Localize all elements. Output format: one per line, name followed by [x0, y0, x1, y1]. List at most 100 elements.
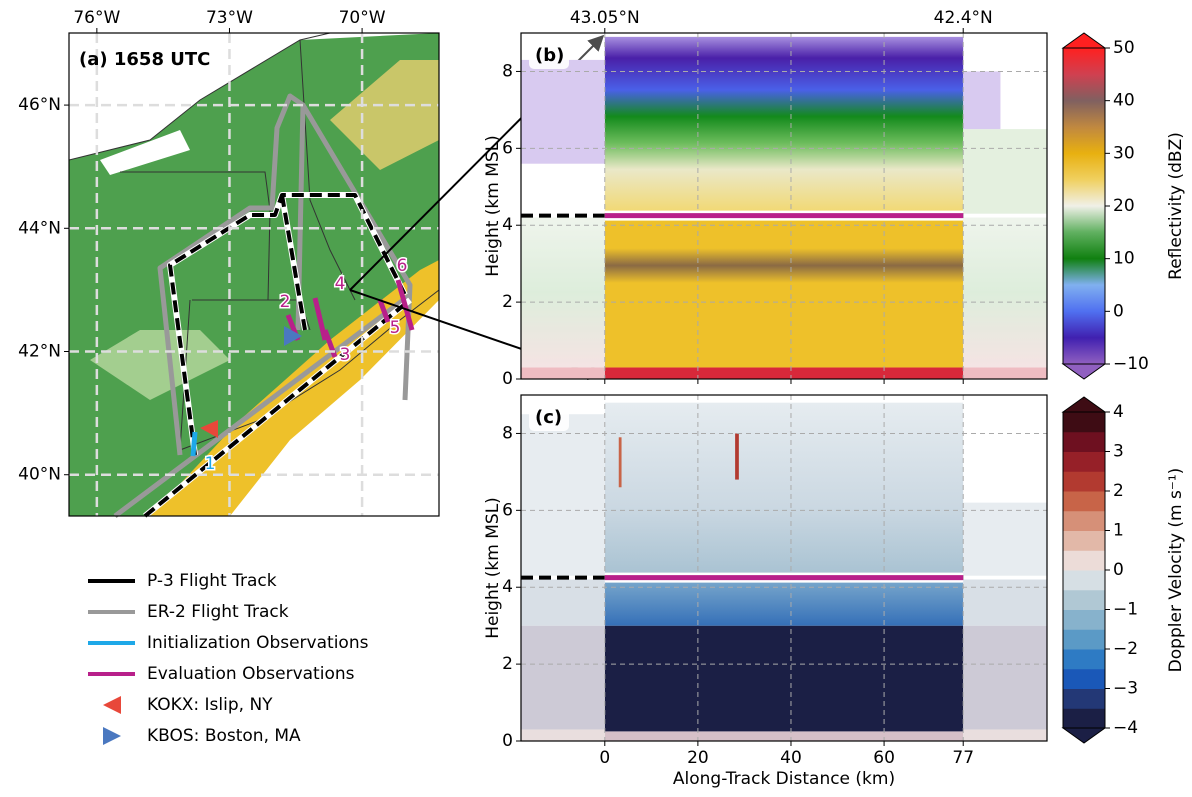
eval-segment	[285, 279, 415, 358]
colorbar-tick-label: 1	[1113, 521, 1124, 541]
colorbar-tick-label: 2	[1113, 481, 1124, 501]
legend-label: KBOS: Boston, MA	[147, 726, 301, 746]
y-tick-label: 8	[502, 61, 513, 81]
colorbar-tick-label: 10	[1113, 249, 1135, 269]
colorbar-tick-label: 0	[1113, 560, 1124, 580]
x-tick-label: 70°W	[339, 8, 386, 28]
legend-swatch	[103, 696, 121, 714]
segment-label: 1	[205, 454, 216, 474]
field-region	[521, 217, 605, 368]
colorbar-tick-label: 50	[1113, 38, 1135, 58]
colorbar-extend	[1061, 363, 1107, 380]
precip-band	[330, 60, 439, 170]
legend-label: Initialization Observations	[147, 633, 369, 653]
segment-label: 6	[397, 256, 408, 276]
colorbar-tick-label: −10	[1113, 354, 1149, 374]
field-region	[604, 402, 964, 576]
field-region	[604, 248, 964, 283]
colorbar-bin	[1063, 688, 1105, 709]
field-region	[963, 217, 1047, 368]
colorbar-bin	[1063, 451, 1105, 472]
colorbar-bin	[1063, 471, 1105, 492]
y-tick-label: 46°N	[18, 95, 61, 115]
colorbar-bin	[1063, 708, 1105, 729]
precip-patch	[90, 330, 230, 400]
colorbar-bin	[1063, 649, 1105, 670]
field	[521, 395, 1047, 741]
x-tick-label: 20	[687, 748, 709, 768]
field-region	[963, 71, 1001, 130]
field-region	[604, 731, 964, 741]
x-tick-label: 60	[873, 748, 895, 768]
outside-shade	[963, 395, 1047, 741]
map-frame	[68, 32, 440, 517]
lake	[100, 130, 190, 175]
er2-track	[113, 93, 413, 519]
y-tick-label: 40°N	[18, 465, 61, 485]
colorbar-bin	[1063, 491, 1105, 512]
x-tick-label: 73°W	[206, 8, 253, 28]
x-tick-label: 76°W	[73, 8, 120, 28]
top-tick-label: 42.4°N	[934, 8, 993, 28]
y-tick-label: 6	[502, 138, 513, 158]
field	[521, 33, 1047, 379]
colorbar-extend	[1061, 32, 1107, 49]
colorbar-tick-label: 30	[1113, 143, 1135, 163]
colorbar-bin	[1063, 530, 1105, 551]
colorbar-tick-label: 0	[1113, 301, 1124, 321]
y-tick-label: 44°N	[18, 218, 61, 238]
legend-label: Evaluation Observations	[147, 664, 355, 684]
segment-label: 5	[390, 318, 401, 338]
segment-label: 3	[340, 345, 351, 365]
colorbar-bin	[1063, 668, 1105, 689]
colorbar-label: Reflectivity (dBZ)	[1166, 132, 1186, 280]
field-region	[604, 579, 964, 626]
x-tick-label: 0	[599, 748, 610, 768]
outside-shade	[521, 395, 605, 741]
field-region	[963, 129, 1047, 214]
colorbar-extend	[1061, 396, 1107, 413]
panel-label: (c)	[535, 407, 562, 428]
colorbar-tick-label: 4	[1113, 402, 1124, 422]
p3-track	[143, 193, 412, 518]
legend-label: ER-2 Flight Track	[147, 602, 289, 622]
field-region	[963, 367, 1047, 379]
outside-shade	[521, 33, 605, 379]
colorbar-bin	[1063, 412, 1105, 433]
field-region	[521, 625, 605, 730]
y-axis-label: Height (km MSL)	[483, 135, 503, 277]
y-tick-label: 4	[502, 577, 513, 597]
field-region	[604, 36, 964, 214]
colorbar-tick-label: 3	[1113, 442, 1124, 462]
y-tick-label: 0	[502, 731, 513, 751]
colorbar-bin	[1063, 629, 1105, 650]
map-layer	[69, 33, 439, 516]
no-data	[69, 33, 300, 160]
legend-label: P-3 Flight Track	[147, 571, 277, 591]
field-region	[521, 59, 605, 164]
x-tick-label: 77	[952, 748, 974, 768]
axes-frame	[520, 394, 1048, 742]
colorbar-tick-label: −2	[1113, 639, 1138, 659]
field-region	[735, 433, 739, 480]
map-title: (a) 1658 UTC	[79, 49, 210, 70]
y-tick-label: 6	[502, 500, 513, 520]
init-segment	[190, 431, 198, 457]
field-region	[963, 579, 1047, 626]
field-region	[604, 217, 964, 368]
field-region	[963, 729, 1047, 741]
y-tick-label: 42°N	[18, 342, 61, 362]
segment-label: 2	[280, 292, 291, 312]
y-tick-label: 8	[502, 423, 513, 443]
panel-label-box	[529, 403, 569, 431]
y-tick-label: 4	[502, 215, 513, 235]
axes-frame	[520, 32, 1048, 380]
field-region	[604, 367, 964, 379]
segment-label: 4	[335, 274, 346, 294]
colorbar-bin	[1063, 570, 1105, 591]
colorbar-bin	[1063, 431, 1105, 452]
colorbar-tick-label: −4	[1113, 718, 1138, 738]
field-region	[963, 502, 1047, 576]
colorbar-bin	[1063, 589, 1105, 610]
